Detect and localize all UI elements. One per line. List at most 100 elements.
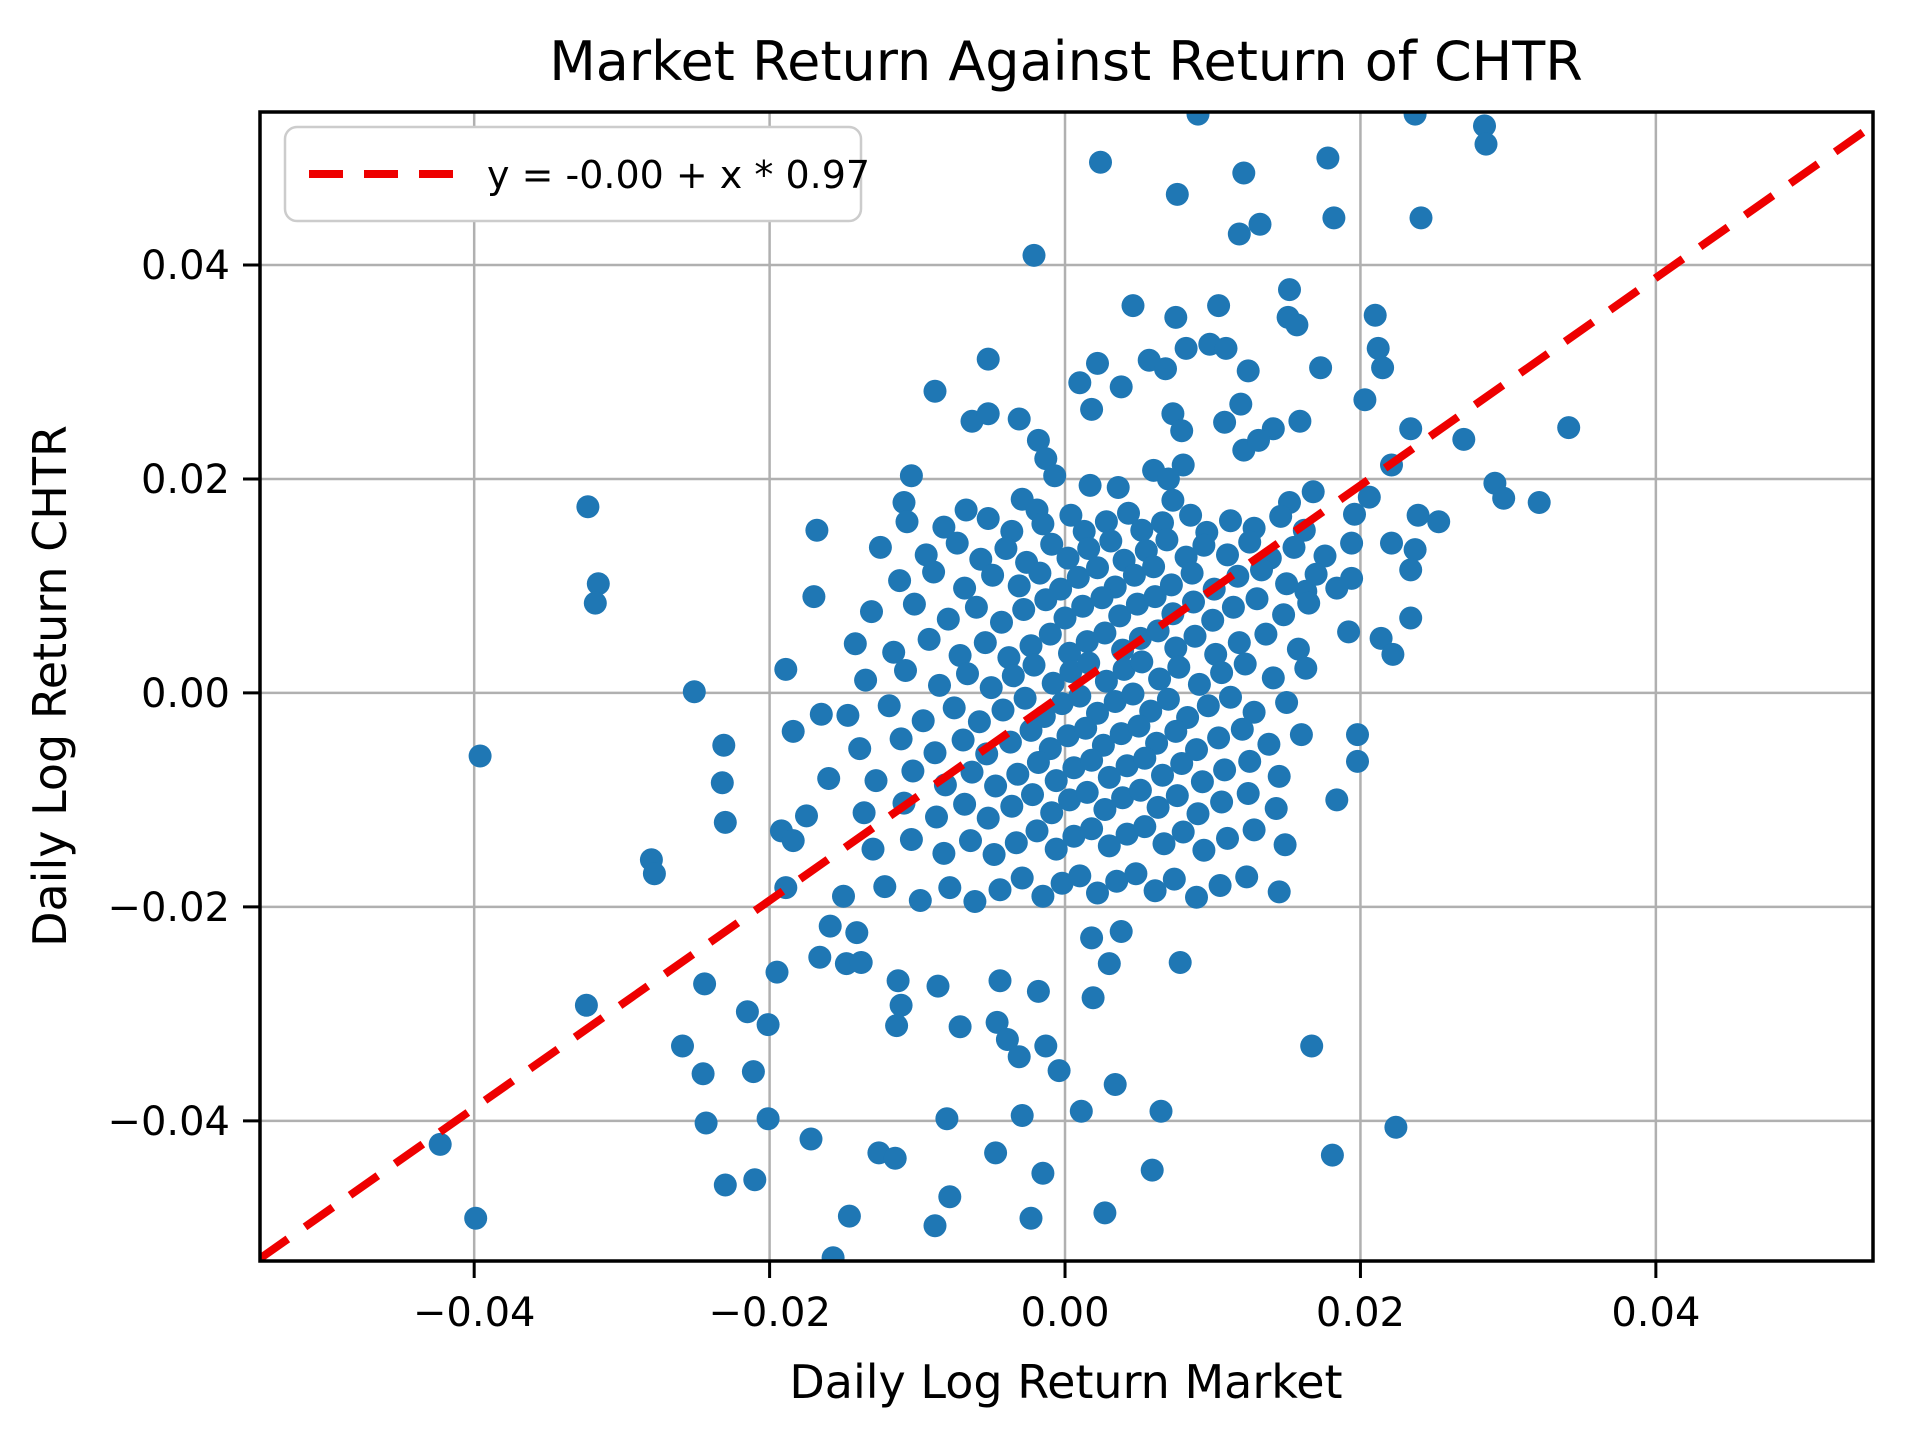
legend-box (283, 125, 863, 223)
data-point (671, 1034, 694, 1058)
data-point (1080, 926, 1104, 950)
data-point (1384, 1115, 1408, 1139)
data-point (1316, 146, 1340, 170)
data-point (1004, 831, 1028, 855)
data-point (1006, 762, 1030, 786)
data-point (1056, 546, 1080, 570)
data-point (693, 972, 717, 996)
data-point (1229, 392, 1253, 416)
data-point (1399, 558, 1423, 582)
data-point (868, 535, 892, 559)
x-axis-label: Daily Log Return Market (789, 1355, 1342, 1409)
data-point (1325, 576, 1349, 600)
data-point (735, 1000, 759, 1024)
data-point (1208, 874, 1232, 897)
y-axis-ticks: −0.04 −0.02 0.00 0.02 0.04 (107, 243, 260, 1145)
data-point (1185, 885, 1208, 909)
data-point (1143, 585, 1167, 609)
data-point (1238, 749, 1262, 773)
data-point (1320, 1143, 1344, 1167)
data-point (883, 1146, 907, 1170)
data-point (1152, 832, 1176, 856)
data-point (1021, 783, 1044, 807)
data-point (1050, 871, 1074, 895)
data-point (1219, 685, 1242, 709)
data-point (1286, 637, 1310, 661)
grid (260, 112, 1873, 1261)
data-point (1156, 467, 1180, 491)
data-point (1034, 588, 1058, 612)
data-point (1186, 802, 1210, 826)
data-point (1075, 780, 1099, 804)
data-point (997, 646, 1021, 670)
data-point (976, 507, 1000, 530)
data-point (988, 969, 1012, 993)
data-point (1080, 817, 1104, 841)
x-tick-label: 0.02 (1316, 1290, 1405, 1336)
data-point (1013, 686, 1037, 710)
data-point (1097, 765, 1121, 789)
data-point (741, 1060, 765, 1084)
data-point (889, 727, 913, 751)
data-point (1093, 798, 1117, 821)
data-point (1272, 603, 1296, 627)
data-point (1170, 419, 1194, 443)
data-point (694, 1111, 718, 1135)
data-point (765, 960, 789, 984)
data-point (979, 676, 1003, 700)
data-point (1180, 561, 1204, 585)
data-point (1151, 763, 1174, 787)
data-point (938, 1185, 962, 1209)
data-point (743, 1168, 767, 1192)
data-point (969, 547, 993, 571)
data-point (1313, 544, 1337, 568)
y-axis-label: Daily Log Return CHTR (23, 425, 77, 947)
data-point (1019, 1206, 1043, 1230)
data-point (1245, 587, 1269, 611)
data-point (1214, 336, 1238, 360)
data-point (1164, 636, 1188, 660)
data-point (1115, 754, 1139, 778)
data-point (1026, 428, 1050, 452)
data-point (1122, 563, 1146, 587)
data-point (976, 402, 1000, 426)
data-point (1309, 356, 1333, 380)
data-point (1078, 473, 1102, 497)
data-point (938, 876, 962, 900)
data-point (1474, 132, 1498, 156)
data-point (713, 810, 737, 834)
data-point (756, 1107, 780, 1131)
data-point (1167, 655, 1191, 679)
data-point (795, 804, 818, 828)
data-point (710, 771, 734, 795)
data-point (1210, 661, 1234, 685)
data-point (586, 572, 610, 596)
data-point (948, 644, 972, 667)
data-point (1353, 388, 1377, 412)
data-point (1164, 719, 1188, 743)
data-point (1168, 951, 1192, 974)
data-point (1142, 555, 1166, 579)
data-point (1492, 486, 1516, 510)
data-point (964, 595, 988, 619)
data-point (1273, 833, 1297, 857)
data-point (1062, 756, 1086, 780)
data-point (832, 884, 855, 908)
data-point (1289, 723, 1313, 747)
legend: y = -0.00 + x * 0.97 (283, 125, 870, 223)
data-point (1227, 631, 1251, 655)
data-point (1031, 512, 1055, 536)
data-point (1186, 112, 1210, 126)
data-point (1187, 672, 1211, 696)
data-point (1117, 501, 1140, 525)
data-point (1235, 865, 1259, 889)
data-point (864, 769, 888, 793)
data-point (889, 993, 913, 1017)
data-point (960, 760, 984, 784)
data-point (1093, 621, 1117, 645)
data-point (892, 491, 916, 514)
data-point (802, 585, 826, 609)
data-point (1112, 657, 1136, 681)
data-point (428, 1132, 452, 1156)
